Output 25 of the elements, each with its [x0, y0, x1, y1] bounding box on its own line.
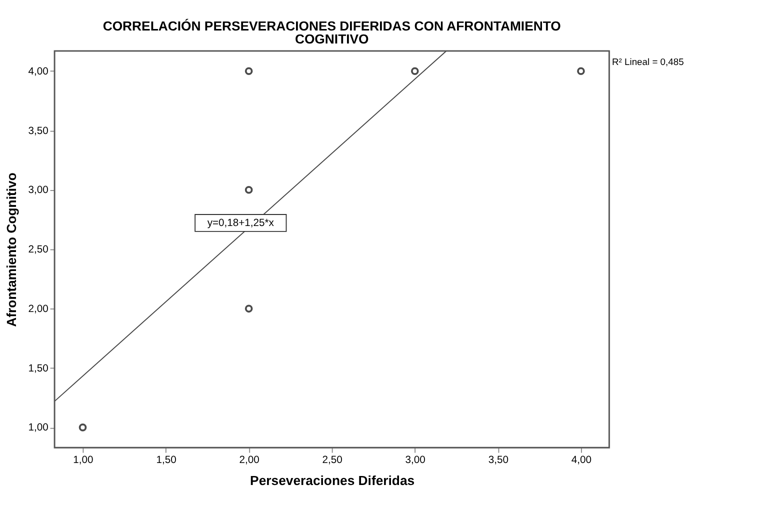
x-axis-title: Perseveraciones Diferidas — [250, 472, 415, 488]
y-tick-label: 2,00 — [28, 304, 49, 315]
y-tick-label: 4,00 — [28, 66, 49, 78]
y-tick-label: 3,50 — [28, 126, 49, 137]
x-tick-label: 1,00 — [73, 455, 94, 466]
y-tick-label: 3,00 — [28, 185, 49, 196]
y-axis-title: Afrontamiento Cognitivo — [4, 172, 20, 327]
point — [244, 186, 253, 194]
point — [410, 67, 419, 76]
y-tick-label: 1,00 — [28, 422, 49, 434]
x-tick-label: 2,00 — [239, 455, 260, 466]
point — [244, 304, 253, 313]
x-tick-label: 4,00 — [571, 455, 592, 466]
point — [244, 67, 253, 76]
x-tick-label: 1,50 — [156, 455, 177, 466]
text: R² Lineal = 0,485 — [612, 56, 684, 68]
x-tick-label: 2,50 — [322, 455, 343, 466]
point — [78, 424, 87, 432]
point — [577, 67, 585, 76]
annotation: y=0,18+1,25*x — [207, 218, 275, 229]
y-tick-label: 1,50 — [28, 363, 49, 374]
chart-title: CORRELACIÓN PERSEVERACIONES DIFERIDAS CON AFRONTAMIENTO COGNITIVO — [102, 18, 561, 47]
x-tick-label: 3,00 — [405, 455, 426, 466]
x-tick-label: 3,50 — [488, 455, 509, 466]
y-tick-label: 2,50 — [28, 244, 49, 256]
